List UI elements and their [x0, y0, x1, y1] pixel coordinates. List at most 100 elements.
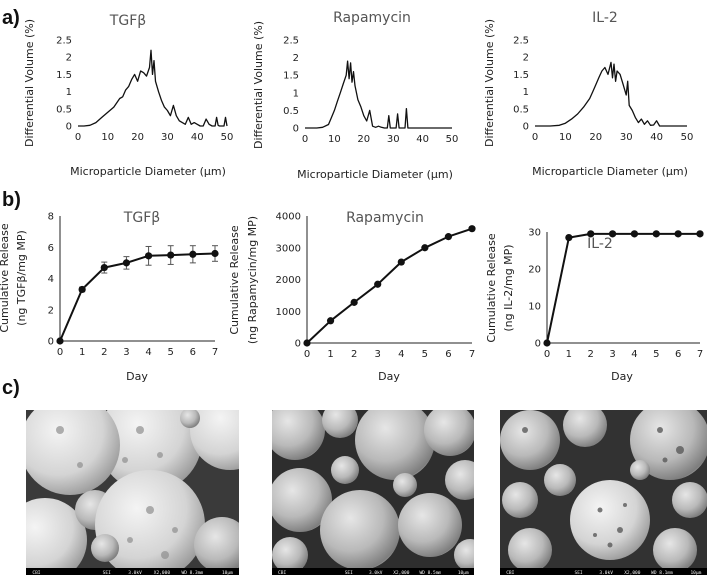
y-tick-label: 6 [48, 243, 54, 254]
sem-footer-bar-il2 [500, 568, 707, 575]
y-tick-label: 1000 [276, 307, 301, 318]
x-tick-label: 40 [191, 132, 204, 143]
x-tick-label: 0 [75, 132, 81, 143]
x-tick-label: 10 [101, 132, 114, 143]
sem-footer-text: CBI [32, 570, 40, 575]
sem-footer-text: CBI [278, 570, 286, 575]
x-tick-label: 3 [123, 347, 129, 358]
y-tick-label: 30 [528, 228, 541, 239]
y-tick-label: 1 [66, 87, 72, 98]
data-point [56, 337, 64, 345]
x-tick-label: 6 [675, 349, 681, 360]
data-point [543, 339, 551, 347]
y-tick-label: 1 [523, 87, 529, 98]
x-tick-label: 3 [609, 349, 615, 360]
y-axis-label-line: (ng Rapamycin/mg MP) [246, 216, 259, 344]
y-tick-label: 0 [48, 337, 54, 348]
data-point [122, 259, 131, 267]
y-axis-label: Differential Volume (%) [483, 19, 496, 147]
x-tick-label: 50 [221, 132, 234, 143]
x-tick-label: 40 [416, 134, 429, 145]
data-point [587, 230, 595, 238]
x-tick-label: 40 [650, 132, 663, 143]
y-tick-label: 4000 [276, 212, 301, 223]
data-point [326, 317, 335, 325]
x-tick-label: 20 [357, 134, 370, 145]
x-axis-label: Day [126, 370, 148, 383]
data-point [444, 233, 453, 241]
y-tick-label: 10 [528, 302, 541, 313]
x-tick-label: 1 [566, 349, 572, 360]
sem-footer-text: X2,000 [154, 570, 171, 575]
chart-title: Rapamycin [333, 10, 411, 26]
x-tick-label: 6 [445, 349, 451, 360]
y-tick-label: 2.5 [513, 36, 529, 47]
sem-image-rapamycin [272, 410, 474, 575]
x-tick-label: 2 [351, 349, 357, 360]
chart-title: IL-2 [592, 10, 618, 26]
x-tick-label: 6 [190, 347, 196, 358]
y-axis-label-line: Cumulative Release [0, 223, 11, 332]
y-tick-label: 0 [523, 122, 529, 133]
y-tick-label: 0.5 [56, 104, 72, 115]
y-tick-label: 0 [535, 339, 541, 350]
data-point [350, 298, 358, 306]
data-point [565, 233, 573, 242]
x-tick-label: 4 [145, 347, 151, 358]
sem-footer-il2: CBI SEI 3.0kV X2,000 WD 8.1mm 10µm [506, 570, 701, 575]
x-tick-label: 2 [101, 347, 107, 358]
sem-footer-text: SEI [345, 570, 353, 575]
y-tick-label: 2.5 [56, 36, 72, 47]
x-tick-label: 0 [57, 347, 63, 358]
y-tick-label: 2 [66, 53, 72, 64]
panel-label-c: c) [2, 377, 20, 399]
x-axis-label: Microparticle Diameter (µm) [70, 165, 226, 178]
x-tick-label: 7 [697, 349, 703, 360]
y-tick-label: 0 [295, 339, 301, 350]
x-tick-label: 3 [375, 349, 381, 360]
y-tick-label: 1.5 [513, 70, 529, 81]
y-tick-label: 20 [528, 265, 541, 276]
x-tick-label: 4 [631, 349, 637, 360]
y-tick-label: 8 [48, 212, 54, 223]
y-tick-label: 0 [293, 124, 299, 135]
data-point [303, 339, 311, 347]
x-tick-label: 5 [422, 349, 428, 360]
series-line [78, 49, 228, 127]
chart-5: IL-2 0 1 2 3 4 5 6 7 0 10 20 30 Day Cumulative Release… [485, 228, 704, 383]
x-tick-label: 5 [168, 347, 174, 358]
x-axis-label: Day [611, 370, 633, 383]
data-point [397, 258, 405, 266]
x-tick-label: 30 [387, 134, 400, 145]
chart-title: TGFβ [123, 210, 160, 226]
chart-title: Rapamycin [346, 210, 424, 226]
sem-image-tgfb [26, 410, 239, 575]
sem-footer-text: CBI [506, 570, 514, 575]
data-point [468, 225, 476, 233]
series-line [305, 60, 452, 129]
sem-footer-text: 10µm [222, 570, 233, 575]
y-tick-label: 3000 [276, 243, 301, 254]
sem-footer-bar-rapamycin [272, 568, 474, 575]
x-axis-label: Microparticle Diameter (µm) [532, 165, 688, 178]
x-tick-label: 1 [79, 347, 85, 358]
sem-footer-text: X2,000 [393, 570, 410, 575]
series-line [546, 232, 700, 344]
sem-footer-text: 3.0kV [369, 570, 383, 575]
sem-footer-text: WD 8.1mm [651, 570, 673, 575]
sem-footer-text: WD 8.5mm [419, 570, 441, 575]
x-tick-label: 7 [469, 349, 475, 360]
x-tick-label: 10 [328, 134, 341, 145]
data-point [211, 249, 219, 258]
sem-footer-rapamycin: CBI SEI 3.0kV X2,000 WD 8.5mm 10µm [278, 570, 469, 575]
sem-footer-text: SEI [103, 570, 111, 575]
x-tick-label: 4 [398, 349, 404, 360]
chart-title: IL-2 [587, 236, 613, 252]
chart-title: TGFβ [109, 13, 146, 29]
x-tick-label: 2 [588, 349, 594, 360]
data-point [674, 230, 682, 238]
y-tick-label: 0.5 [283, 106, 299, 117]
data-point [189, 250, 197, 258]
x-tick-label: 0 [304, 349, 310, 360]
